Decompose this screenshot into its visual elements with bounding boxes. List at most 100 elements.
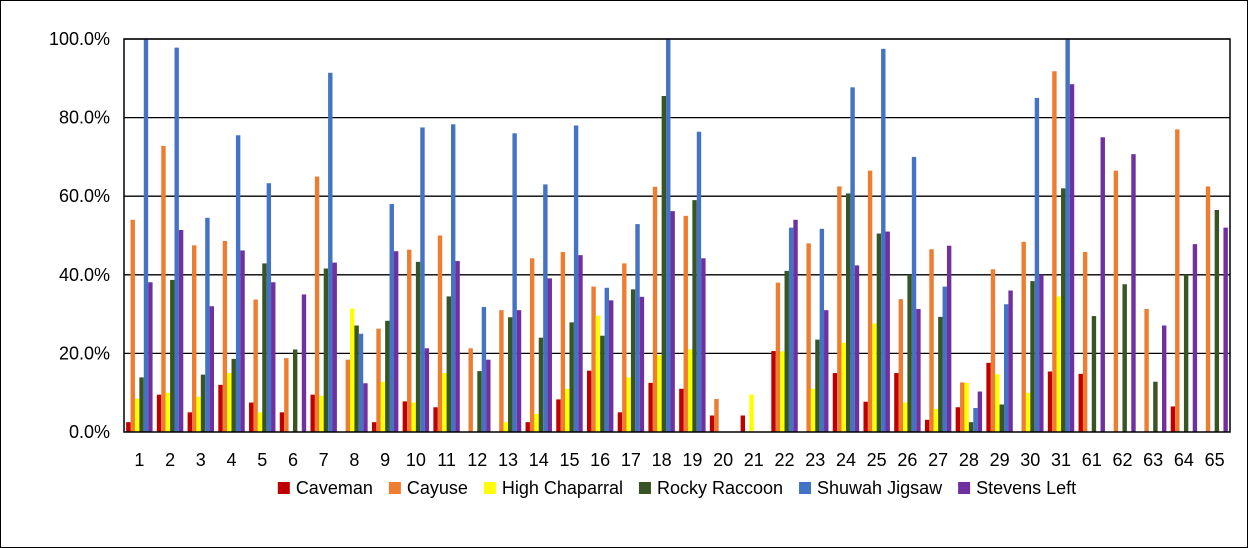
- bar-caveman: [525, 422, 530, 432]
- legend-swatch-high-chaparral: [483, 482, 496, 494]
- bar-high-chaparral: [933, 408, 939, 432]
- bar-stevens-left: [393, 251, 399, 432]
- bar-shuwah-jigsaw: [512, 133, 517, 432]
- bar-caveman: [402, 401, 408, 432]
- bar-stevens-left: [977, 391, 983, 432]
- bar-shuwah-jigsaw: [481, 307, 487, 432]
- bar-high-chaparral: [872, 323, 877, 432]
- bar-stevens-left: [455, 261, 460, 432]
- bar-stevens-left: [1162, 325, 1167, 432]
- bar-cayuse: [591, 286, 596, 432]
- y-tick-label: 0.0%: [69, 422, 110, 442]
- bar-high-chaparral: [626, 377, 631, 432]
- bar-rocky-raccoon: [200, 374, 206, 432]
- bar-high-chaparral: [565, 388, 570, 432]
- bar-cayuse: [990, 269, 996, 432]
- bar-caveman: [894, 373, 899, 432]
- bar-rocky-raccoon: [323, 268, 329, 432]
- bar-cayuse: [775, 282, 781, 432]
- x-tick-label: 4: [227, 450, 237, 470]
- bar-stevens-left: [578, 255, 583, 432]
- bar-shuwah-jigsaw: [205, 217, 210, 432]
- bar-caveman: [1047, 371, 1053, 432]
- bar-rocky-raccoon: [292, 349, 298, 432]
- legend-label: Caveman: [296, 478, 373, 498]
- bar-high-chaparral: [257, 412, 263, 432]
- bar-rocky-raccoon: [692, 200, 697, 432]
- bar-rocky-raccoon: [968, 422, 974, 432]
- bar-stevens-left: [148, 282, 153, 432]
- bar-shuwah-jigsaw: [573, 125, 579, 433]
- x-tick-label: 17: [621, 450, 641, 470]
- x-tick-label: 29: [990, 450, 1010, 470]
- bar-cayuse: [929, 249, 934, 432]
- bar-caveman: [617, 412, 623, 432]
- bar-caveman: [156, 394, 162, 432]
- bar-rocky-raccoon: [876, 233, 882, 432]
- bar-cayuse: [253, 299, 258, 432]
- bar-rocky-raccoon: [1183, 274, 1189, 432]
- bar-high-chaparral: [687, 349, 693, 432]
- bar-cayuse: [837, 186, 842, 432]
- bar-caveman: [709, 415, 715, 432]
- bars: [126, 39, 1228, 433]
- bar-stevens-left: [701, 258, 706, 432]
- bar-stevens-left: [240, 250, 245, 432]
- bar-shuwah-jigsaw: [450, 124, 456, 432]
- bar-shuwah-jigsaw: [635, 224, 640, 432]
- bar-shuwah-jigsaw: [1034, 97, 1040, 432]
- bar-high-chaparral: [995, 374, 1000, 432]
- bar-shuwah-jigsaw: [881, 48, 886, 432]
- bar-stevens-left: [424, 348, 430, 432]
- bar-cayuse: [622, 263, 627, 432]
- x-tick-label: 20: [713, 450, 733, 470]
- bar-stevens-left: [885, 231, 890, 432]
- bar-caveman: [955, 407, 961, 432]
- bar-stevens-left: [916, 308, 921, 432]
- y-tick-label: 100.0%: [49, 29, 110, 49]
- bar-rocky-raccoon: [477, 371, 482, 432]
- bar-rocky-raccoon: [661, 95, 667, 433]
- bar-high-chaparral: [780, 351, 785, 432]
- bar-rocky-raccoon: [1030, 281, 1035, 432]
- x-tick-label: 8: [349, 450, 359, 470]
- bar-cayuse: [468, 348, 473, 432]
- bar-high-chaparral: [165, 392, 171, 432]
- bar-shuwah-jigsaw: [604, 287, 610, 432]
- bar-rocky-raccoon: [1061, 188, 1066, 432]
- bar-cayuse: [376, 328, 381, 432]
- bar-caveman: [433, 407, 438, 432]
- bar-cayuse: [161, 145, 166, 432]
- bar-cayuse: [1021, 241, 1026, 432]
- bar-stevens-left: [547, 278, 552, 432]
- bar-stevens-left: [1039, 274, 1044, 432]
- bar-cayuse: [1175, 129, 1180, 432]
- bar-cayuse: [529, 258, 535, 432]
- bar-caveman: [218, 384, 223, 432]
- bar-rocky-raccoon: [999, 404, 1004, 432]
- bar-caveman: [986, 362, 991, 432]
- bar-stevens-left: [854, 265, 860, 432]
- bar-stevens-left: [946, 245, 952, 432]
- bar-shuwah-jigsaw: [1065, 39, 1070, 432]
- bar-caveman: [310, 394, 315, 432]
- bar-cayuse: [560, 252, 566, 432]
- bar-shuwah-jigsaw: [1003, 304, 1009, 432]
- bar-stevens-left: [1131, 154, 1136, 433]
- x-tick-label: 13: [498, 450, 518, 470]
- bar-stevens-left: [639, 296, 645, 432]
- x-tick-label: 14: [529, 450, 549, 470]
- bar-cayuse: [1052, 71, 1057, 432]
- x-tick-label: 64: [1174, 450, 1194, 470]
- bar-rocky-raccoon: [630, 289, 636, 432]
- bar-rocky-raccoon: [508, 317, 513, 432]
- x-tick-label: 3: [196, 450, 206, 470]
- bar-caveman: [771, 351, 776, 432]
- x-tick-label: 1: [134, 450, 144, 470]
- x-tick-label: 61: [1082, 450, 1102, 470]
- bar-caveman: [648, 382, 653, 432]
- x-tick-label: 31: [1051, 450, 1071, 470]
- y-tick-label: 80.0%: [59, 108, 110, 128]
- bar-cayuse: [1113, 170, 1119, 432]
- bar-cayuse: [191, 245, 197, 432]
